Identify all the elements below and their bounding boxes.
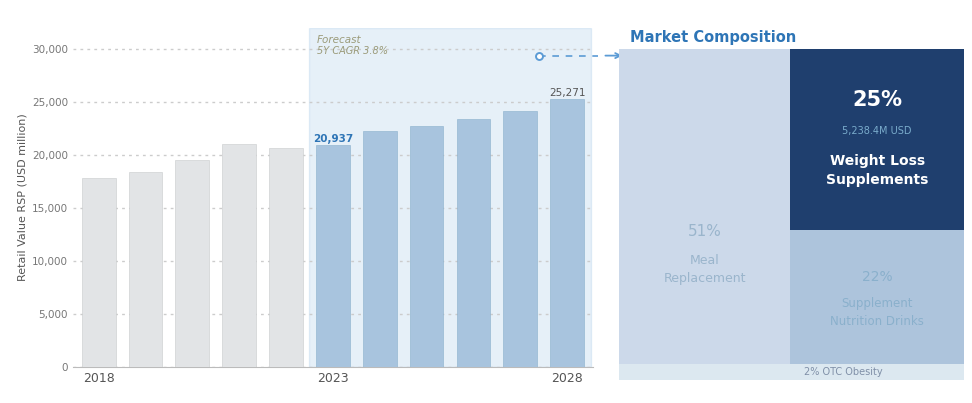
Text: 25%: 25% [852,90,902,110]
FancyArrowPatch shape [606,53,620,58]
Text: 20,937: 20,937 [313,133,353,143]
Text: Market Composition: Market Composition [630,30,796,46]
Bar [269,148,303,367]
Text: 22%: 22% [862,270,892,284]
Bar [176,160,209,367]
Bar [309,28,591,367]
Text: 25,271: 25,271 [549,88,585,98]
Bar [790,230,964,364]
Bar [363,131,397,367]
Bar [619,364,964,380]
Text: Supplement
Nutrition Drinks: Supplement Nutrition Drinks [830,297,924,328]
Bar [503,111,538,367]
Bar [410,126,443,367]
Text: Meal
Replacement: Meal Replacement [663,254,746,285]
Bar [550,100,584,367]
Bar [316,145,350,367]
Y-axis label: Retail Value RSP (USD million): Retail Value RSP (USD million) [17,114,28,281]
Text: 51%: 51% [687,224,721,239]
Text: 5Y CAGR 3.8%: 5Y CAGR 3.8% [317,46,388,56]
Text: 5,238.4M USD: 5,238.4M USD [843,126,912,135]
Text: Weight Loss
Supplements: Weight Loss Supplements [826,154,928,187]
Bar [790,49,964,230]
Text: Forecast: Forecast [317,35,362,45]
Bar [128,172,162,367]
Bar [82,179,116,367]
Text: 2% OTC Obesity: 2% OTC Obesity [804,367,883,377]
Bar [223,143,256,367]
Bar [457,119,490,367]
Bar [619,49,790,364]
